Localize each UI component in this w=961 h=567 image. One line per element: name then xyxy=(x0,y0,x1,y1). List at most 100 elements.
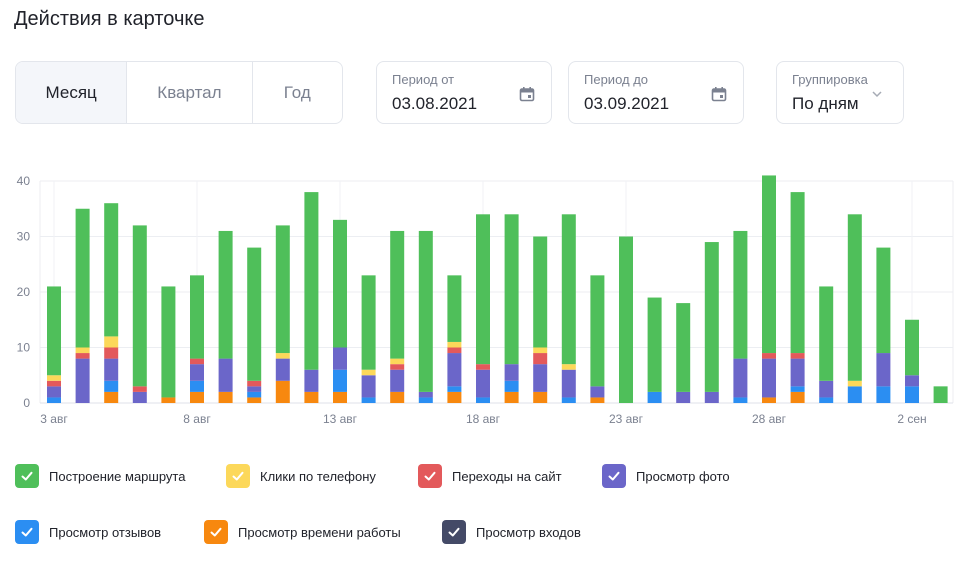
legend-item[interactable]: Просмотр фото xyxy=(602,464,730,488)
tab-quarter[interactable]: Квартал xyxy=(127,62,253,123)
bar-segment xyxy=(47,386,61,398)
checkbox-checked-icon[interactable] xyxy=(602,464,626,488)
bar-segment xyxy=(190,380,204,392)
checkbox-checked-icon[interactable] xyxy=(442,520,466,544)
bar-segment xyxy=(447,275,462,342)
bar-segment xyxy=(504,214,519,365)
checkbox-checked-icon[interactable] xyxy=(204,520,228,544)
period-to-field[interactable]: Период до 03.09.2021 xyxy=(568,61,744,124)
y-tick-label: 10 xyxy=(17,341,31,355)
checkbox-checked-icon[interactable] xyxy=(15,464,39,488)
period-from-field[interactable]: Период от 03.08.2021 xyxy=(376,61,552,124)
legend-item[interactable]: Переходы на сайт xyxy=(418,464,562,488)
legend-label: Просмотр входов xyxy=(476,524,581,540)
page-title: Действия в карточке xyxy=(14,8,205,30)
bar-segment xyxy=(533,391,548,403)
bar-segment xyxy=(275,225,290,354)
bar-segment xyxy=(905,386,919,403)
bar-segment xyxy=(218,391,233,403)
actions-bar-chart: 0 10 20 30 40 3 авг 8 авг 13 авг 18 авг 23 авг 28… xyxy=(17,174,954,426)
grouping-select[interactable]: Группировка По дням xyxy=(776,61,904,124)
bar-segment xyxy=(476,214,490,365)
bar-segment xyxy=(447,386,462,392)
bar-segment xyxy=(161,397,176,403)
legend-item[interactable]: Просмотр времени работы xyxy=(204,520,401,544)
y-axis: 0 10 20 30 40 xyxy=(17,174,31,410)
bar-segment xyxy=(418,230,433,392)
chart-grid xyxy=(39,180,954,404)
bar-segment xyxy=(104,203,119,337)
checkbox-checked-icon[interactable] xyxy=(226,464,250,488)
bar-segment xyxy=(390,358,405,365)
bar-segment xyxy=(876,247,891,354)
legend-label: Просмотр фото xyxy=(636,468,730,484)
legend-item[interactable]: Построение маршрута xyxy=(15,464,185,488)
bar-segment xyxy=(561,364,576,370)
x-tick-label: 23 авг xyxy=(609,412,644,426)
bar-segment xyxy=(361,397,376,403)
bar-segment xyxy=(561,369,576,398)
bar-segment xyxy=(819,380,834,398)
checkbox-checked-icon[interactable] xyxy=(15,520,39,544)
legend-item[interactable]: Просмотр входов xyxy=(442,520,581,544)
bar-segment xyxy=(790,192,805,354)
bar-segment xyxy=(533,347,548,354)
period-to-value[interactable]: 03.09.2021 xyxy=(584,94,670,113)
bar-segment xyxy=(847,214,862,381)
calendar-icon[interactable] xyxy=(519,86,535,102)
bar-segment xyxy=(504,364,519,381)
bar-segment xyxy=(218,358,233,392)
y-tick-label: 30 xyxy=(17,230,31,244)
bar-segment xyxy=(247,397,262,403)
bar-segment xyxy=(619,236,633,403)
tab-month[interactable]: Месяц xyxy=(16,62,128,123)
bar-segment xyxy=(847,386,862,403)
bar-segment xyxy=(418,397,433,403)
bar-segment xyxy=(733,358,748,398)
legend-label: Просмотр времени работы xyxy=(238,524,401,540)
bar-segment xyxy=(647,297,662,392)
bar-segment xyxy=(390,391,405,403)
bar-segment xyxy=(790,386,805,392)
bar-segment xyxy=(75,358,90,403)
legend-item[interactable]: Просмотр отзывов xyxy=(15,520,161,544)
bar-segment xyxy=(905,319,919,376)
x-tick-label: 2 сен xyxy=(897,412,926,426)
bar-segment xyxy=(247,247,262,381)
bar-segment xyxy=(190,364,204,381)
bar-segment xyxy=(733,230,748,359)
legend-label: Просмотр отзывов xyxy=(49,524,162,540)
bar-segment xyxy=(876,386,891,403)
bar-segment xyxy=(418,391,433,398)
checkbox-checked-icon[interactable] xyxy=(418,464,442,488)
bar-segment xyxy=(247,391,262,398)
bar-segment xyxy=(590,386,605,398)
bar-segment xyxy=(819,397,834,403)
bar-segment xyxy=(476,364,490,370)
grouping-value[interactable]: По дням xyxy=(792,94,859,113)
bar-segment xyxy=(190,391,204,403)
bar-segment xyxy=(304,369,319,392)
bar-segment xyxy=(447,391,462,403)
bar-segment xyxy=(447,353,462,387)
bar-segment xyxy=(333,347,347,370)
bar-segment xyxy=(762,358,776,398)
period-from-label: Период от xyxy=(392,72,455,87)
bar-segment xyxy=(762,353,776,359)
bar-segment xyxy=(275,358,290,381)
legend-item[interactable]: Клики по телефону xyxy=(226,464,376,488)
y-tick-label: 20 xyxy=(17,285,31,299)
bar-segment xyxy=(676,303,691,392)
legend-label: Клики по телефону xyxy=(260,468,376,484)
chevron-down-icon[interactable] xyxy=(871,88,883,100)
chart-bars xyxy=(47,175,948,403)
bar-segment xyxy=(104,358,119,381)
calendar-icon[interactable] xyxy=(711,86,727,102)
tab-year[interactable]: Год xyxy=(283,82,311,102)
bar-segment xyxy=(590,397,605,403)
period-from-value[interactable]: 03.08.2021 xyxy=(392,94,478,113)
legend-label: Переходы на сайт xyxy=(452,468,562,484)
bar-segment xyxy=(762,175,776,354)
bar-segment xyxy=(476,369,490,398)
y-tick-label: 40 xyxy=(17,174,31,188)
